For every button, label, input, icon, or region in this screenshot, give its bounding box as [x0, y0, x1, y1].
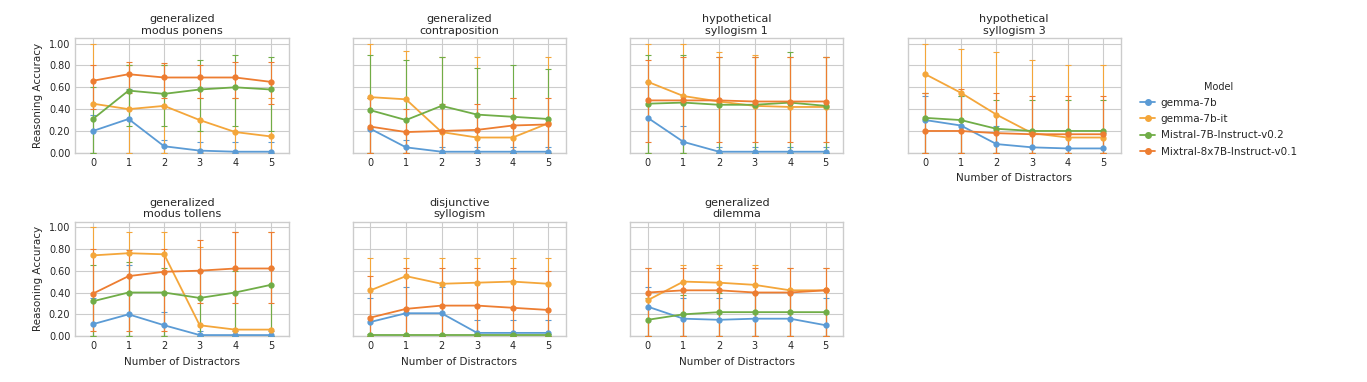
X-axis label: Number of Distractors: Number of Distractors [124, 356, 239, 367]
Title: disjunctive
syllogism: disjunctive syllogism [429, 198, 489, 219]
Title: generalized
contraposition: generalized contraposition [420, 15, 499, 36]
Title: hypothetical
syllogism 1: hypothetical syllogism 1 [703, 15, 771, 36]
Title: generalized
dilemma: generalized dilemma [704, 198, 770, 219]
Y-axis label: Reasoning Accuracy: Reasoning Accuracy [33, 43, 44, 148]
X-axis label: Number of Distractors: Number of Distractors [679, 356, 794, 367]
Title: generalized
modus tollens: generalized modus tollens [142, 198, 221, 219]
X-axis label: Number of Distractors: Number of Distractors [957, 173, 1072, 183]
Title: hypothetical
syllogism 3: hypothetical syllogism 3 [980, 15, 1048, 36]
Title: generalized
modus ponens: generalized modus ponens [141, 15, 223, 36]
Legend: gemma-7b, gemma-7b-it, Mistral-7B-Instruct-v0.2, Mixtral-8x7B-Instruct-v0.1: gemma-7b, gemma-7b-it, Mistral-7B-Instru… [1140, 82, 1297, 157]
X-axis label: Number of Distractors: Number of Distractors [402, 356, 517, 367]
Y-axis label: Reasoning Accuracy: Reasoning Accuracy [33, 226, 44, 332]
